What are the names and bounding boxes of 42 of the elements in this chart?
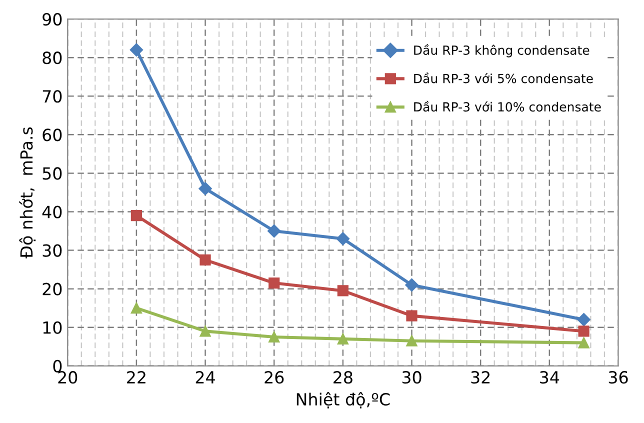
x-tick-label: 28 [334, 371, 352, 384]
x-tick-label: 26 [264, 371, 284, 384]
y-tick-label: 0 [53, 360, 62, 372]
point [405, 278, 418, 292]
y-tick-label: 70 [42, 90, 62, 103]
point [268, 277, 280, 289]
point [130, 302, 142, 314]
point [268, 331, 280, 343]
point [406, 310, 418, 322]
point [577, 313, 590, 326]
x-tick-label: 34 [540, 371, 560, 384]
x-tick-label: 36 [608, 371, 628, 384]
point [198, 182, 212, 196]
y-tick-label: 80 [42, 52, 62, 64]
point [130, 43, 144, 56]
y-tick-label: 90 [42, 12, 62, 26]
legend-label: Dầu RP-3 với 10% condensate [414, 100, 601, 112]
y-tick-label: 20 [42, 282, 62, 296]
point [200, 326, 211, 337]
point [268, 224, 281, 238]
point [337, 333, 348, 344]
y-tick-label: 10 [43, 321, 62, 334]
point [578, 326, 590, 337]
point [578, 337, 590, 348]
y-tick-label: 30 [42, 244, 62, 257]
point [337, 285, 348, 296]
x-tick-label: 20 [58, 371, 78, 384]
point [130, 210, 142, 222]
legend-label: Dầu RP-3 không condensate [414, 44, 590, 58]
x-tick-label: 24 [196, 371, 215, 384]
y-axis-title: Độ nhớt, mPa.s [19, 127, 36, 258]
y-tick-label: 50 [42, 167, 62, 180]
x-tick-label: 30 [402, 371, 422, 384]
x-tick-label: 32 [471, 371, 490, 384]
point [200, 254, 211, 266]
x-tick-label: 22 [127, 371, 146, 384]
y-tick-label: 40 [42, 206, 62, 218]
point [336, 232, 350, 246]
point [406, 335, 418, 346]
legend-label: Dầu RP-3 với 5% condensate [414, 72, 593, 84]
y-tick-label: 60 [42, 128, 62, 142]
x-axis-title: Nhiệt độ,ºC [296, 392, 390, 408]
